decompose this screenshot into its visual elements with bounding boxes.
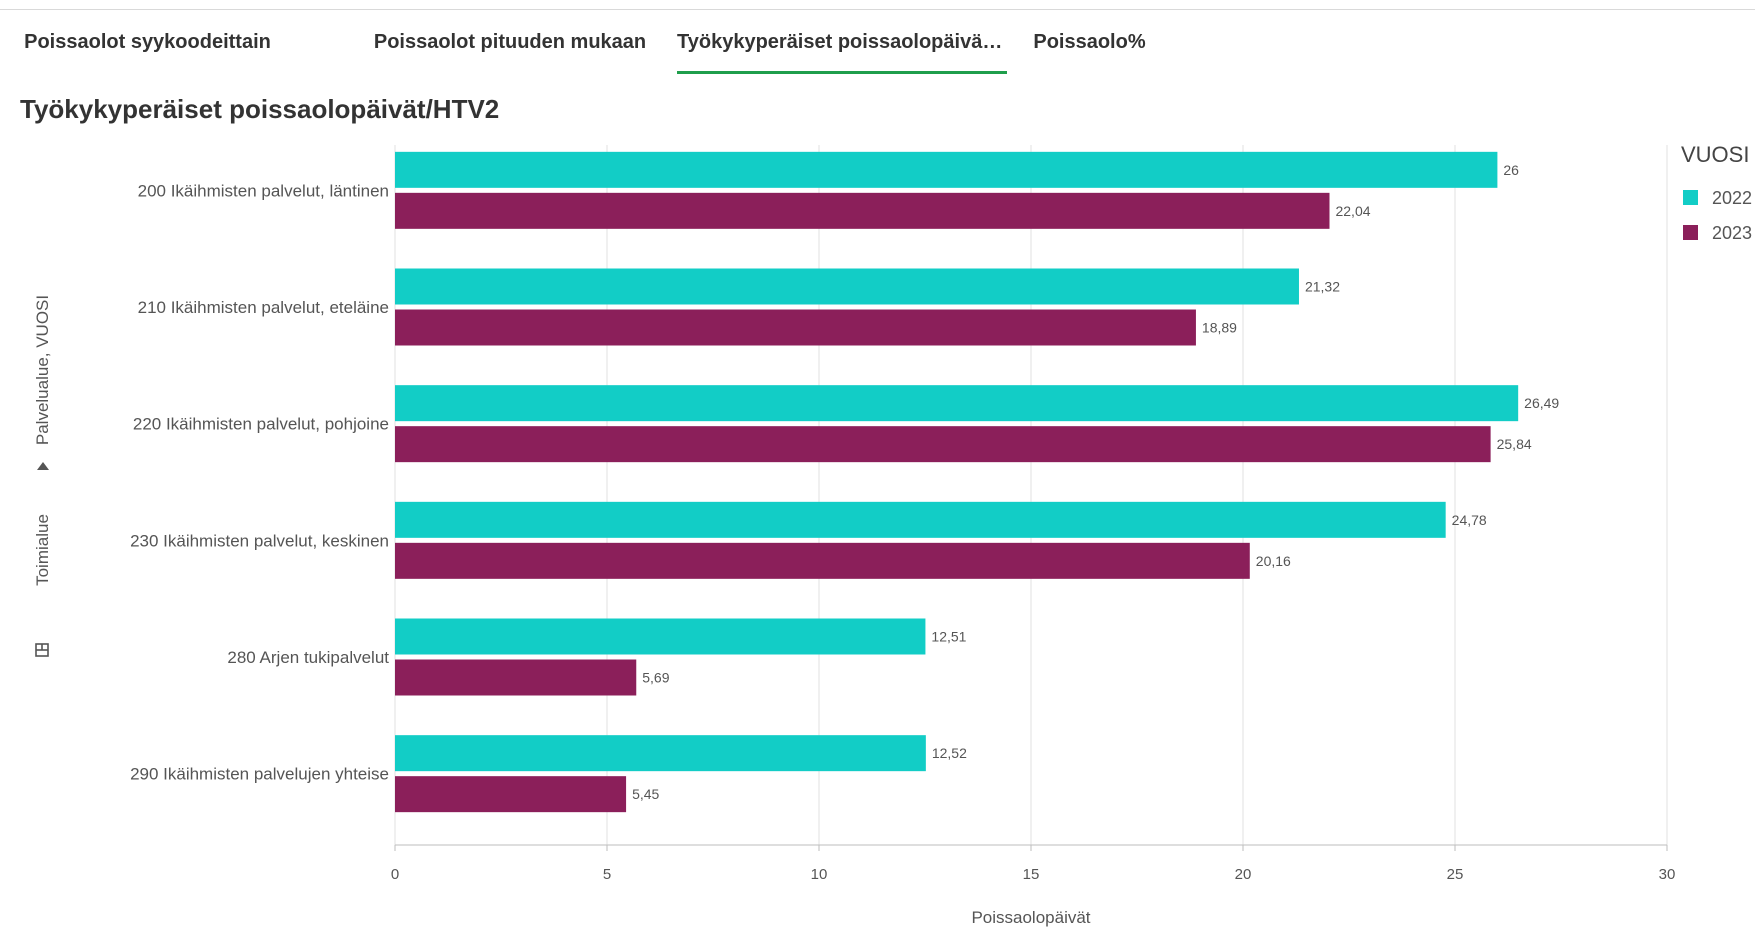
data-label-2022: 12,52 [932, 745, 967, 761]
category-label: 230 Ikäihmisten palvelut, keskinen [130, 531, 389, 550]
chart-title: Työkykyperäiset poissaolopäivät/HTV2 [20, 94, 500, 124]
tab-bar: Poissaolot syykoodeittain Poissaolot pit… [0, 10, 1755, 74]
bar-2023[interactable] [395, 192, 1330, 229]
legend-label-2023[interactable]: 2023 [1712, 223, 1752, 243]
bar-2023[interactable] [395, 426, 1491, 463]
category-label: 220 Ikäihmisten palvelut, pohjoine [133, 415, 389, 434]
data-label-2022: 24,78 [1452, 512, 1487, 528]
x-tick-label: 25 [1447, 866, 1464, 883]
tab-poissaolot-syykoodeittain[interactable]: Poissaolot syykoodeittain [24, 31, 271, 53]
category-label: 210 Ikäihmisten palvelut, eteläine [138, 298, 389, 317]
x-tick-label: 30 [1659, 866, 1676, 883]
bar-2022[interactable] [395, 735, 926, 772]
x-tick-label: 0 [391, 866, 399, 883]
data-label-2022: 21,32 [1305, 279, 1340, 295]
legend: VUOSI 2022 2023 [1681, 142, 1752, 243]
bar-2022[interactable] [395, 151, 1498, 188]
data-label-2022: 26 [1503, 162, 1519, 178]
data-label-2023: 20,16 [1256, 553, 1291, 569]
x-axis-title: Poissaolopäivät [971, 908, 1090, 927]
bar-2023[interactable] [395, 659, 637, 696]
drill-icon [35, 643, 49, 657]
legend-title: VUOSI [1681, 142, 1749, 167]
bar-2023[interactable] [395, 309, 1196, 346]
category-label: 200 Ikäihmisten palvelut, läntinen [138, 181, 389, 200]
category-label: 280 Arjen tukipalvelut [227, 648, 389, 667]
x-tick-label: 20 [1235, 866, 1252, 883]
x-tick-label: 15 [1023, 866, 1040, 883]
value-labels: 26 22,04 21,32 18,89 26,49 25,84 24,78 20,16 12,… [632, 162, 1559, 802]
drill-arrow-icon [37, 462, 49, 470]
bar-2022[interactable] [395, 618, 926, 655]
bars [395, 151, 1519, 813]
bar-2023[interactable] [395, 542, 1250, 579]
legend-label-2022[interactable]: 2022 [1712, 188, 1752, 208]
bar-chart: 200 Ikäihmisten palvelut, läntinen 210 Ik… [33, 142, 1752, 927]
tab-poissaolo-prosentti[interactable]: Poissaolo% [1033, 31, 1146, 53]
legend-swatch-2022 [1683, 190, 1698, 205]
data-label-2023: 5,45 [632, 786, 659, 802]
x-tick-label: 10 [811, 866, 828, 883]
bar-2022[interactable] [395, 268, 1299, 305]
tab-tyokykyperaiset[interactable]: Työkykyperäiset poissaolopäivät/HTV2 [677, 10, 1007, 74]
bar-2022[interactable] [395, 385, 1519, 422]
data-label-2022: 26,49 [1524, 395, 1559, 411]
y-axis-dimension-label[interactable]: Toimialue Palvelualue, VUOSI [33, 295, 52, 657]
data-label-2023: 18,89 [1202, 320, 1237, 336]
top-divider [0, 9, 1755, 10]
category-labels: 200 Ikäihmisten palvelut, läntinen 210 Ik… [130, 181, 389, 783]
gridlines [394, 145, 1668, 845]
data-label-2023: 25,84 [1497, 436, 1532, 452]
data-label-2022: 12,51 [931, 629, 966, 645]
dimension-toimialue: Toimialue [33, 514, 52, 586]
bar-2023[interactable] [395, 776, 627, 813]
y-axis-title: Palvelualue, VUOSI [33, 295, 52, 445]
bar-2022[interactable] [395, 501, 1446, 538]
legend-swatch-2023 [1683, 225, 1698, 240]
data-label-2023: 5,69 [642, 670, 669, 686]
data-label-2023: 22,04 [1335, 203, 1370, 219]
category-label: 290 Ikäihmisten palvelujen yhteise [130, 765, 389, 784]
tab-poissaolot-pituuden-mukaan[interactable]: Poissaolot pituuden mukaan [373, 31, 647, 53]
x-tick-label: 5 [603, 866, 611, 883]
x-axis: 0 5 10 15 20 25 30 [391, 844, 1676, 883]
